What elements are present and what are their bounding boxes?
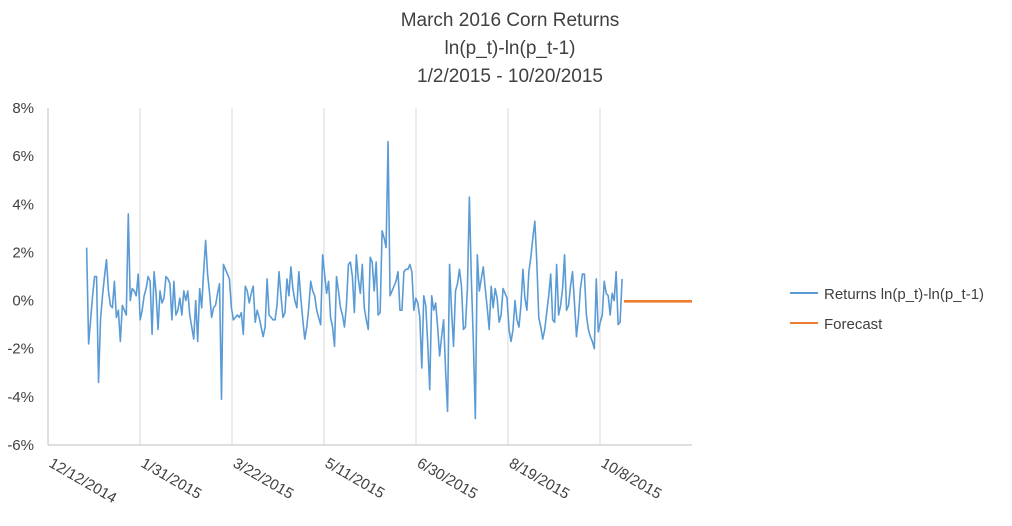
x-tick-label: 12/12/2014 [46, 455, 120, 507]
y-tick-label: -4% [7, 389, 34, 406]
chart-title-line-2: ln(p_t)-ln(p_t-1) [445, 38, 576, 59]
y-axis-ticks: 8% 6% 4% 2% 0% -2% -4% -6% [7, 100, 34, 454]
chart-title-line-3: 1/2/2015 - 10/20/2015 [417, 66, 603, 87]
y-tick-label: 2% [12, 244, 34, 261]
legend: Returns ln(p_t)-ln(p_t-1) Forecast [790, 286, 984, 333]
x-tick-label: 3/22/2015 [230, 455, 296, 503]
y-tick-label: 0% [12, 293, 34, 310]
y-tick-label: 4% [12, 196, 34, 213]
x-tick-label: 5/11/2015 [322, 455, 387, 503]
series-layer [85, 140, 692, 420]
x-tick-label: 1/31/2015 [138, 455, 204, 503]
chart-title-line-1: March 2016 Corn Returns [401, 10, 620, 31]
legend-label-returns: Returns ln(p_t)-ln(p_t-1) [824, 286, 984, 303]
chart-title: March 2016 Corn Returns ln(p_t)-ln(p_t-1… [401, 10, 620, 87]
y-tick-label: -6% [7, 437, 34, 454]
legend-label-forecast: Forecast [824, 316, 883, 333]
x-tick-label: 6/30/2015 [414, 455, 480, 503]
y-tick-label: 6% [12, 148, 34, 165]
y-tick-label: -2% [7, 341, 34, 358]
gridlines [47, 108, 692, 446]
y-tick-label: 8% [12, 100, 34, 117]
x-tick-label: 8/19/2015 [506, 455, 572, 503]
x-tick-label: 10/8/2015 [598, 455, 664, 503]
x-axis-ticks: 12/12/2014 1/31/2015 3/22/2015 5/11/2015 6/3… [46, 455, 664, 507]
series-line-returns [85, 140, 623, 420]
